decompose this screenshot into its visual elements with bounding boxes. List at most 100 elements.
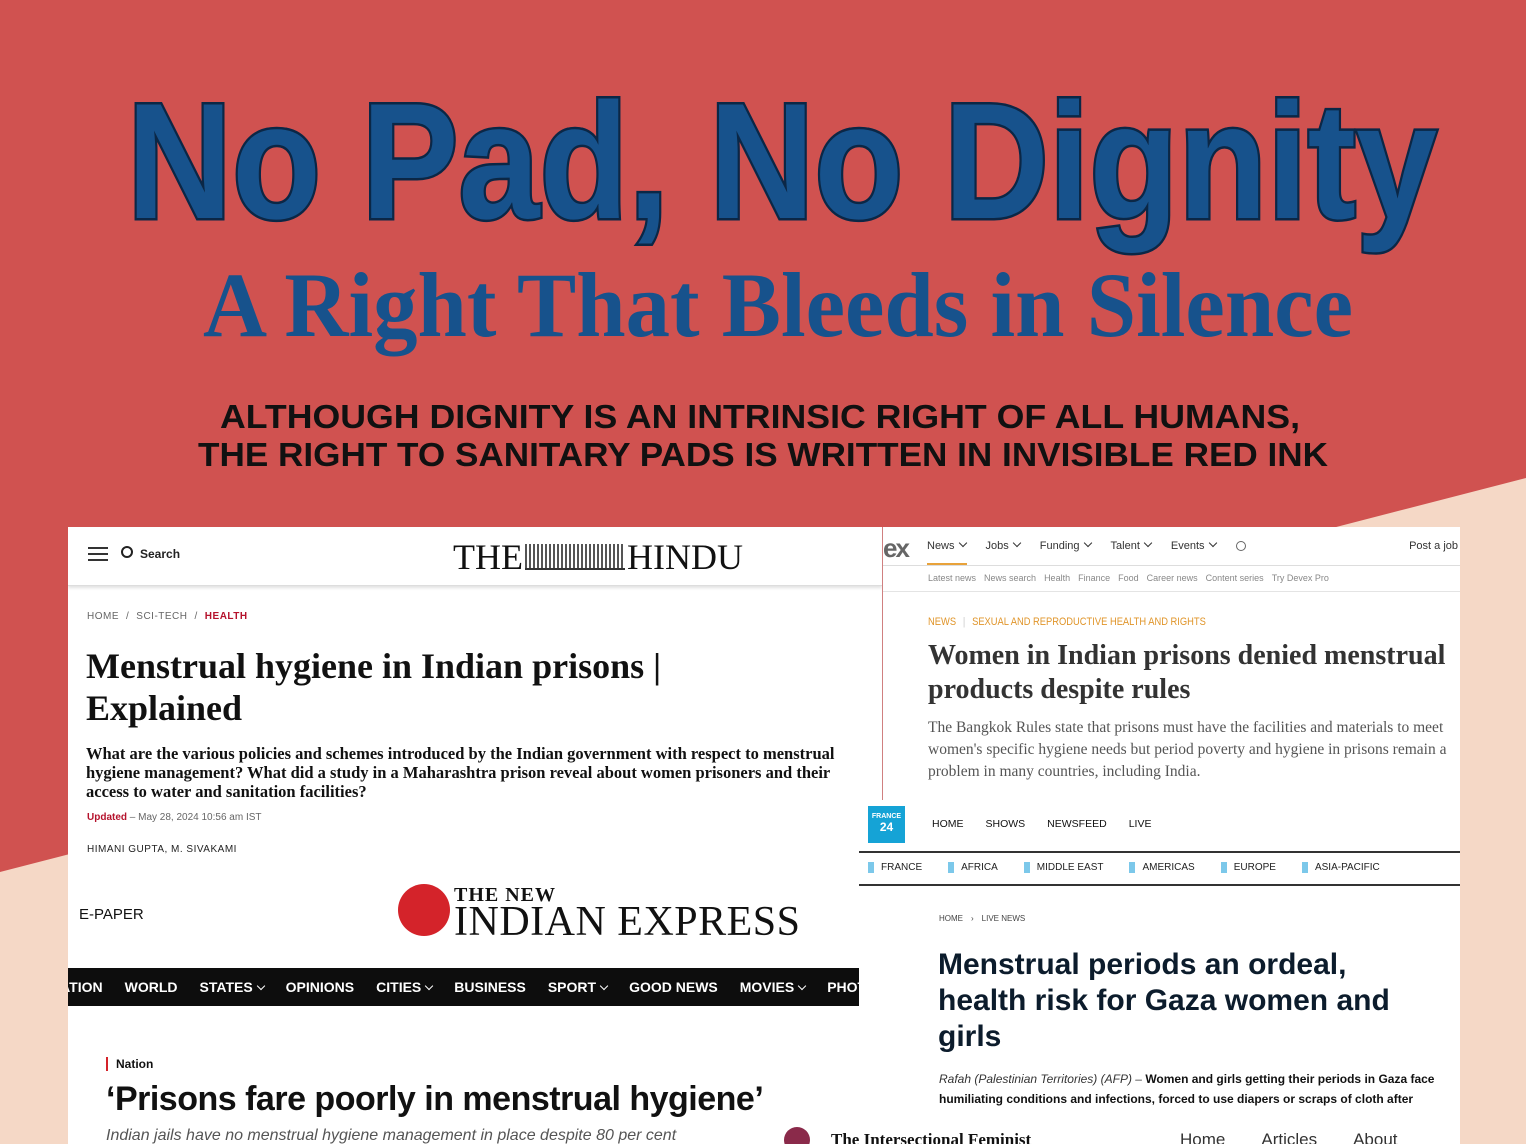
tagline-line: THE RIGHT TO SANITARY PADS IS WRITTEN IN…	[198, 436, 1328, 473]
subnav-link[interactable]: Health	[1044, 573, 1071, 583]
nav-underline	[927, 563, 967, 565]
crumb[interactable]: HOME	[87, 611, 119, 622]
nie-panel: E-PAPER THE NEW INDIAN EXPRESS NATION WO…	[68, 880, 859, 1144]
summary: Indian jails have no menstrual hygiene m…	[106, 1127, 677, 1144]
devex-subnav: Latest news News search Health Finance F…	[928, 573, 1329, 583]
timestamp: Updated – May 28, 2024 10:56 am IST	[87, 812, 262, 823]
nav-link[interactable]: NATION	[68, 979, 103, 995]
crumb[interactable]: HOME	[939, 914, 963, 923]
logo-text: FRANCE	[871, 813, 902, 820]
nav-link[interactable]: NEWSFEED	[1047, 818, 1107, 830]
section[interactable]: NEWS	[928, 616, 957, 628]
summary: What are the various policies and scheme…	[86, 744, 835, 801]
tif-panel: The Intersectional Feminist Home Article…	[780, 1113, 1460, 1144]
nav-link[interactable]: MOVIES	[740, 979, 805, 995]
search[interactable]: Search	[140, 547, 181, 561]
devex-nav: News Jobs Funding Talent Events	[927, 540, 1246, 552]
tif-logo	[784, 1127, 810, 1144]
nav-link[interactable]: News	[927, 540, 966, 552]
hindu-panel: Search THE HINDU HOME / SCI-TECH / HEALTH …	[68, 527, 882, 880]
nav-link[interactable]: OPINIONS	[285, 979, 355, 995]
logo-word: HINDU	[626, 537, 743, 577]
nav-link[interactable]: BUSINESS	[454, 979, 526, 995]
nav-link[interactable]: STATES	[200, 979, 264, 995]
headline: Menstrual hygiene in Indian prisons | Ex…	[86, 646, 662, 728]
menu-icon[interactable]	[88, 547, 108, 561]
logo-emblem	[524, 544, 625, 570]
section[interactable]: Nation	[106, 1057, 153, 1071]
france24-regions: FRANCE AFRICA MIDDLE EAST AMERICAS EUROP…	[868, 862, 1380, 873]
logo-word: THE	[453, 537, 523, 577]
region-link[interactable]: FRANCE	[868, 862, 922, 873]
subnav-link[interactable]: Content series	[1205, 573, 1264, 583]
france24-nav: HOME SHOWS NEWSFEED LIVE	[932, 818, 1151, 830]
subnav-link[interactable]: Finance	[1078, 573, 1111, 583]
nav-link[interactable]: CITIES	[376, 979, 432, 995]
nav-link[interactable]: HOME	[932, 818, 964, 830]
authors: HIMANI GUPTA, M. SIVAKAMI	[87, 844, 237, 855]
title: No Pad, No Dignity	[127, 69, 1437, 253]
region-link[interactable]: MIDDLE EAST	[1023, 862, 1103, 873]
region-link[interactable]: AFRICA	[948, 862, 998, 873]
tif-nav: Home Articles About	[1180, 1130, 1398, 1144]
nav-link[interactable]: GOOD NEWS	[629, 979, 718, 995]
post-job[interactable]: Post a job	[1409, 540, 1458, 552]
logo-text: 24	[879, 820, 894, 834]
france24-logo: FRANCE 24	[868, 806, 905, 843]
divider	[859, 851, 1460, 853]
divider	[883, 565, 1460, 566]
crumb[interactable]: SCI-TECH	[136, 611, 188, 622]
headline: ‘Prisons fare poorly in menstrual hygien…	[106, 1080, 764, 1118]
subnav-link[interactable]: Try Devex Pro	[1271, 573, 1329, 583]
headline: Women in Indian prisons denied menstrual…	[928, 640, 1446, 705]
nav-link[interactable]: SPORT	[548, 979, 607, 995]
headline: Menstrual periods an ordeal, health risk…	[938, 948, 1390, 1053]
summary: The Bangkok Rules state that prisons mus…	[928, 719, 1447, 780]
divider	[883, 591, 1460, 592]
subnav-link[interactable]: Latest news	[928, 573, 977, 583]
topic[interactable]: SEXUAL AND REPRODUCTIVE HEALTH AND RIGHT…	[972, 616, 1206, 628]
nav-link[interactable]: Events	[1171, 540, 1216, 552]
nav-link[interactable]: Talent	[1111, 540, 1151, 552]
nie-emblem	[398, 884, 450, 936]
lede-text: Women and girls getting their periods in…	[939, 1072, 1435, 1106]
devex-kicker: NEWS | SEXUAL AND REPRODUCTIVE HEALTH AND…	[928, 616, 1206, 628]
logo-top: THE NEW	[454, 884, 557, 906]
nav-link[interactable]: About	[1353, 1130, 1398, 1144]
subnav-link[interactable]: News search	[984, 573, 1037, 583]
divider	[859, 884, 1460, 886]
site-name: The Intersectional Feminist	[831, 1130, 1032, 1144]
logo-main: INDIAN EXPRESS	[454, 899, 801, 945]
nav-link[interactable]: LIVE	[1128, 818, 1152, 830]
tagline-line: ALTHOUGH DIGNITY IS AN INTRINSIC RIGHT O…	[220, 398, 1300, 435]
nav-link[interactable]: Home	[1180, 1130, 1226, 1144]
subtitle: A Right That Bleeds in Silence	[203, 254, 1353, 356]
nav-link[interactable]: WORLD	[124, 979, 178, 995]
nav-link[interactable]: Articles	[1261, 1130, 1318, 1144]
epaper[interactable]: E-PAPER	[79, 906, 144, 923]
subnav-link[interactable]: Career news	[1146, 573, 1198, 583]
region-link[interactable]: EUROPE	[1220, 862, 1276, 873]
devex-logo: ex	[883, 533, 910, 563]
nav-link[interactable]: PHOTOS	[827, 979, 859, 995]
crumb[interactable]: LIVE NEWS	[981, 914, 1026, 923]
nav-link[interactable]: Funding	[1040, 540, 1091, 552]
nav-link[interactable]: SHOWS	[985, 818, 1026, 830]
hindu-logo: THE HINDU	[453, 536, 743, 578]
breadcrumb: HOME › LIVE NEWS	[939, 914, 1026, 923]
date: – May 28, 2024 10:56 am IST	[129, 812, 262, 823]
nie-nav: NATION WORLD STATES OPINIONS CITIES BUSI…	[68, 968, 859, 1006]
dateline: Rafah (Palestinian Territories) (AFP) –	[939, 1072, 1142, 1086]
updated: Updated	[87, 812, 127, 823]
crumb[interactable]: HEALTH	[204, 611, 248, 622]
region-link[interactable]: ASIA-PACIFIC	[1301, 862, 1380, 873]
search-icon[interactable]	[1235, 541, 1246, 551]
subnav-link[interactable]: Food	[1118, 573, 1139, 583]
devex-panel: ex News Jobs Funding Talent Events Post …	[882, 527, 1460, 802]
region-link[interactable]: AMERICAS	[1129, 862, 1195, 873]
search-icon[interactable]	[121, 546, 133, 558]
france24-panel: FRANCE 24 HOME SHOWS NEWSFEED LIVE FRANCE…	[859, 800, 1460, 1113]
nav-link[interactable]: Jobs	[986, 540, 1020, 552]
breadcrumb: HOME / SCI-TECH / HEALTH	[87, 611, 248, 622]
